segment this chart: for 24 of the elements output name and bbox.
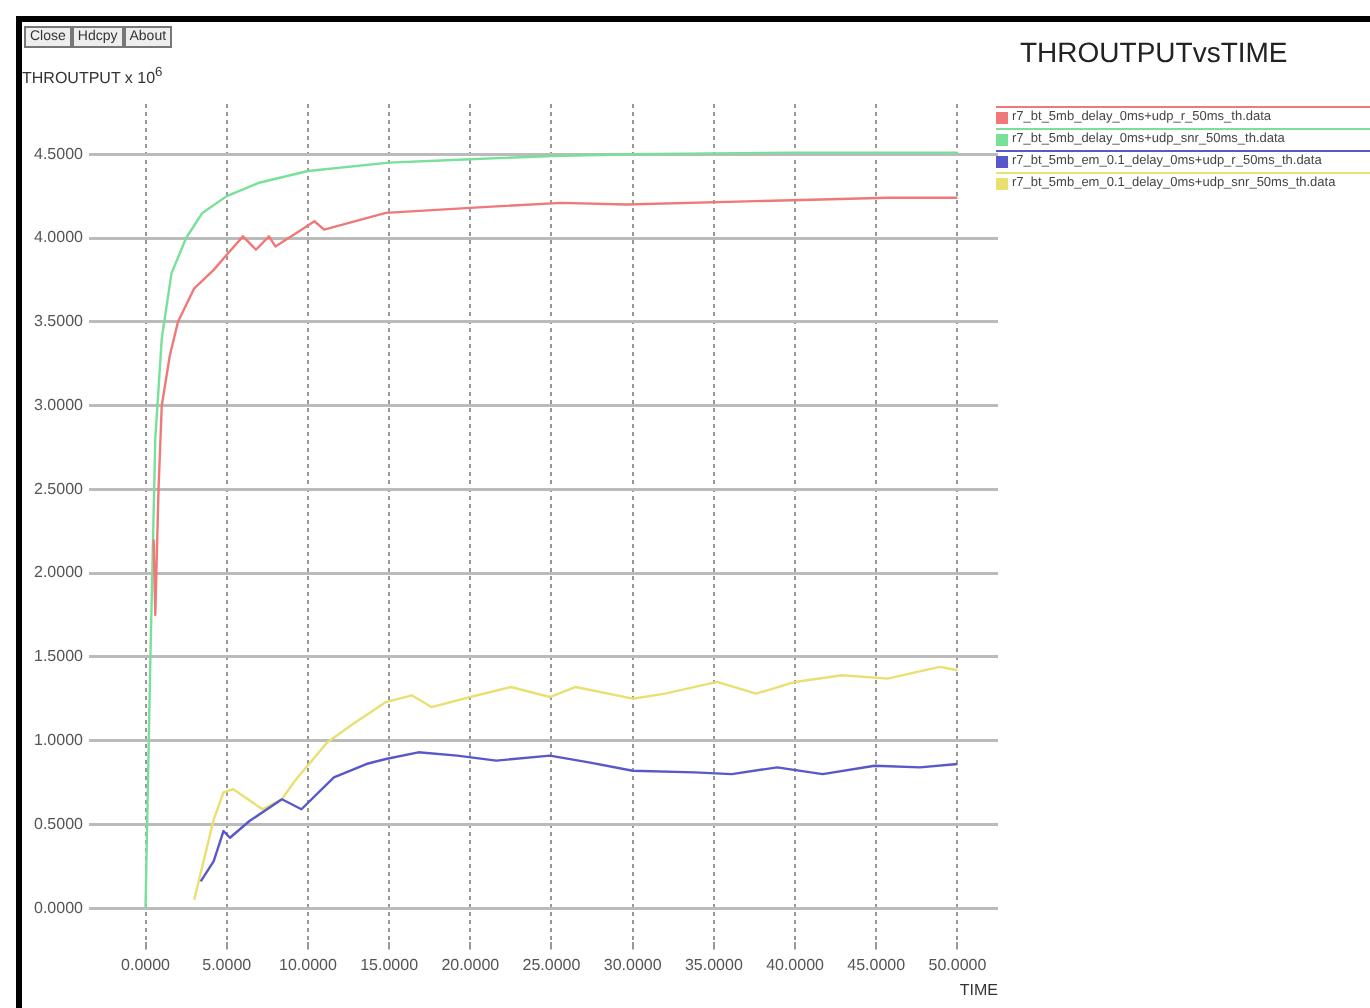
y-tick-label: 3.5000 <box>34 312 85 331</box>
x-tick-label: 25.0000 <box>522 955 582 974</box>
x-tick-label: 35.0000 <box>684 955 744 974</box>
y-tick-label: 1.0000 <box>34 730 85 749</box>
x-tick-label: 40.0000 <box>766 955 826 974</box>
y-tick-label: 2.0000 <box>34 563 85 582</box>
y-tick-label: 4.0000 <box>34 228 85 247</box>
x-tick-label: 5.0000 <box>202 955 253 974</box>
x-tick-label: 45.0000 <box>847 955 907 974</box>
y-tick-label: 2.5000 <box>34 479 85 498</box>
x-tick-label: 15.0000 <box>360 955 420 974</box>
x-tick-label: 30.0000 <box>603 955 663 974</box>
x-tick-label: 0.0000 <box>121 955 172 974</box>
x-tick-label: 50.0000 <box>928 955 988 974</box>
x-axis-title: TIME <box>959 980 998 999</box>
y-tick-label: 0.0000 <box>34 898 85 917</box>
x-tick-label: 10.0000 <box>278 955 338 974</box>
y-axis-title: THROUTPUT x 10$^{6}$ <box>22 66 163 88</box>
y-tick-label: 4.5000 <box>34 144 85 163</box>
y-tick-label: 1.5000 <box>34 647 85 666</box>
x-tick-label: 20.0000 <box>441 955 501 974</box>
text: THROUTPUTvsTIME <box>1020 36 1288 68</box>
y-tick-label: 3.0000 <box>34 395 85 414</box>
y-tick-label: 0.5000 <box>34 814 85 833</box>
